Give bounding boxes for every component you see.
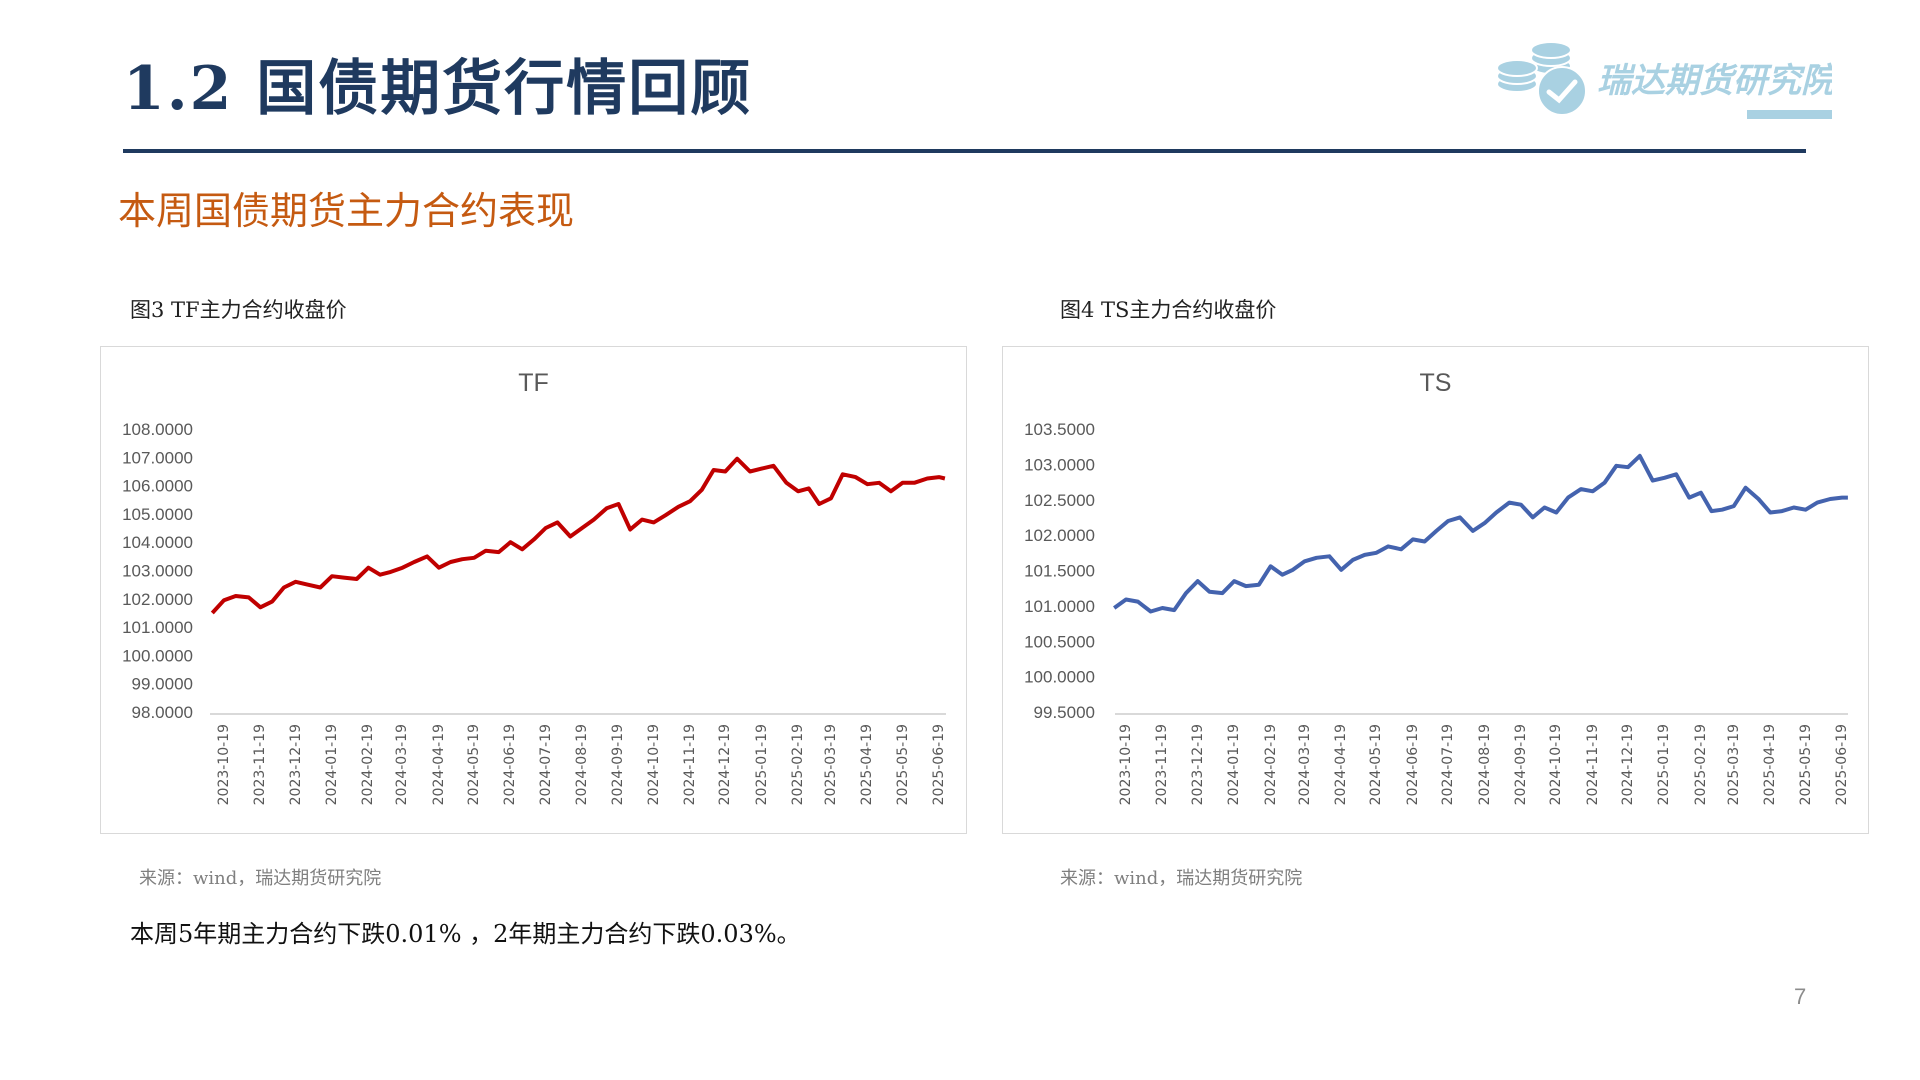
y-tick-label: 107.0000 <box>122 448 193 467</box>
x-tick-label: 2023-11-19 <box>252 724 269 806</box>
summary-text: 本周5年期主力合约下跌0.01% ，2年期主力合约下跌0.03%。 <box>130 920 801 948</box>
x-tick-label: 2025-02-19 <box>790 724 807 806</box>
x-tick-label: 2024-12-19 <box>717 724 734 806</box>
y-tick-label: 108.0000 <box>122 420 193 439</box>
chart-title: TF <box>518 369 549 397</box>
x-tick-label: 2025-01-19 <box>753 724 770 806</box>
figure-caption-ts: 图4 TS主力合约收盘价 <box>1060 298 1277 322</box>
section-subtitle: 本周国债期货主力合约表现 <box>118 189 575 233</box>
chart-plot: 103.5000 103.0000 102.5000 102.0000 101.5000… <box>1024 420 1848 722</box>
y-tick-label: 102.0000 <box>1024 526 1095 545</box>
chart-title: TS <box>1419 369 1452 397</box>
x-tick-label: 2024-02-19 <box>1262 724 1279 806</box>
source-note-tf: 来源：wind，瑞达期货研究院 <box>139 868 382 889</box>
x-tick-label: 2024-02-19 <box>360 724 377 806</box>
x-tick-label: 2024-04-19 <box>430 724 447 806</box>
x-tick-label: 2025-03-19 <box>1725 724 1742 806</box>
x-tick-label: 2025-06-19 <box>931 724 947 806</box>
x-tick-label: 2023-12-19 <box>287 724 304 806</box>
x-tick-label: 2024-04-19 <box>1333 724 1350 806</box>
source-note-ts: 来源：wind，瑞达期货研究院 <box>1060 868 1303 889</box>
x-tick-label: 2024-11-19 <box>1584 724 1601 806</box>
y-tick-label: 103.0000 <box>1024 455 1095 474</box>
y-tick-label: 100.0000 <box>122 646 193 665</box>
y-tick-label: 99.0000 <box>132 675 193 694</box>
x-tick-label: 2024-05-19 <box>466 724 483 806</box>
y-tick-label: 101.0000 <box>1024 597 1095 616</box>
y-tick-label: 103.0000 <box>122 562 193 581</box>
series-line <box>210 456 946 615</box>
x-tick-label: 2025-06-19 <box>1834 724 1850 806</box>
x-tick-label: 2024-03-19 <box>1296 724 1313 806</box>
x-tick-label: 2024-03-19 <box>394 724 411 806</box>
page-number: 7 <box>1794 984 1807 1009</box>
x-tick-label: 2023-11-19 <box>1154 724 1171 806</box>
x-tick-label: 2025-04-19 <box>859 724 876 806</box>
x-tick-label: 2023-10-19 <box>216 724 232 806</box>
tf-chart: TF 108.0000 107.0000 106.0000 105.0000 104.0… <box>100 346 967 834</box>
title-divider <box>123 149 1806 153</box>
x-tick-label: 2024-07-19 <box>1440 724 1457 806</box>
y-tick-label: 99.5000 <box>1034 703 1095 722</box>
x-tick-label: 2024-06-19 <box>1404 724 1421 806</box>
series-line <box>1113 453 1848 614</box>
x-tick-label: 2025-01-19 <box>1656 724 1673 806</box>
figure-caption-tf: 图3 TF主力合约收盘价 <box>130 298 347 322</box>
y-tick-label: 100.0000 <box>1024 668 1095 687</box>
y-tick-label: 101.0000 <box>122 618 193 637</box>
x-tick-label: 2024-07-19 <box>537 724 554 806</box>
x-tick-label: 2023-10-19 <box>1118 724 1134 806</box>
y-tick-label: 102.0000 <box>122 590 193 609</box>
y-tick-label: 100.5000 <box>1024 632 1095 651</box>
x-tick-label: 2024-12-19 <box>1620 724 1637 806</box>
x-tick-label: 2023-12-19 <box>1189 724 1206 806</box>
x-tick-label: 2024-08-19 <box>574 724 591 806</box>
x-tick-label: 2024-09-19 <box>1513 724 1530 806</box>
logo-text: 瑞达期货研究院 <box>1597 61 1832 101</box>
x-tick-label: 2025-02-19 <box>1692 724 1709 806</box>
x-tick-label: 2024-10-19 <box>645 724 662 806</box>
ts-chart: TS 103.5000 103.0000 102.5000 102.0000 101.5… <box>1002 346 1869 834</box>
y-tick-label: 98.0000 <box>132 703 193 722</box>
y-tick-label: 103.5000 <box>1024 420 1095 439</box>
chart-plot: 108.0000 107.0000 106.0000 105.0000 104.0000… <box>122 420 946 722</box>
x-tick-label: 2024-09-19 <box>610 724 627 806</box>
y-tick-label: 105.0000 <box>122 505 193 524</box>
y-tick-label: 101.5000 <box>1024 562 1095 581</box>
company-logo: 瑞达期货研究院 <box>1496 36 1841 122</box>
y-tick-label: 104.0000 <box>122 533 193 552</box>
y-tick-label: 102.5000 <box>1024 491 1095 510</box>
coins-check-icon: 瑞达期货研究院 <box>1496 41 1841 119</box>
x-tick-label: 2024-08-19 <box>1476 724 1493 806</box>
x-tick-label: 2024-10-19 <box>1548 724 1565 806</box>
x-tick-label: 2025-04-19 <box>1762 724 1779 806</box>
slide-title: 1.2 国债期货行情回顾 <box>123 54 753 124</box>
y-tick-label: 106.0000 <box>122 477 193 496</box>
x-tick-label: 2025-03-19 <box>822 724 839 806</box>
x-tick-label: 2024-06-19 <box>502 724 519 806</box>
x-tick-label: 2024-01-19 <box>1226 724 1243 806</box>
x-tick-label: 2024-11-19 <box>682 724 699 806</box>
x-tick-label: 2025-05-19 <box>894 724 911 806</box>
x-tick-label: 2024-05-19 <box>1368 724 1385 806</box>
x-tick-label: 2025-05-19 <box>1797 724 1814 806</box>
x-tick-label: 2024-01-19 <box>324 724 340 806</box>
